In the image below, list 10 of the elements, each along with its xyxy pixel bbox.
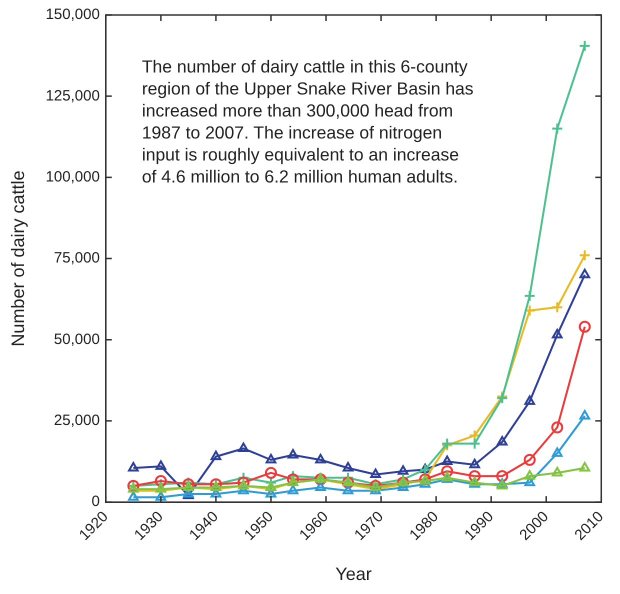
x-axis-title: Year	[335, 564, 372, 584]
y-tick-label: 125,000	[46, 87, 100, 104]
y-tick-label: 75,000	[54, 250, 100, 267]
y-tick-label: 0	[91, 493, 100, 510]
y-tick-label: 50,000	[54, 330, 100, 348]
y-tick-label: 25,000	[54, 412, 100, 430]
annotation: The number of dairy cattle in this 6-county region of the Upper Snake River Basin has increased more than 300,000 head from 1987 to 2007. The increase of nitrogen input is roughly equivalent to an increase of 4.6 million to 6.2 million human adults.	[142, 56, 474, 187]
y-axis-title: Number of dairy cattle	[8, 170, 28, 347]
y-tick-label: 150,000	[46, 6, 100, 24]
y-tick-label: 100,000	[46, 168, 100, 186]
